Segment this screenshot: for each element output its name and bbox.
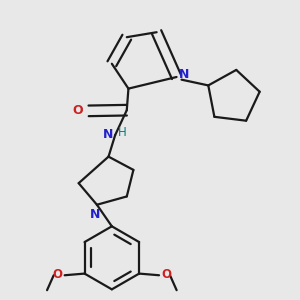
Text: N: N [103, 128, 113, 141]
Text: N: N [179, 68, 189, 81]
Text: N: N [90, 208, 101, 220]
Text: O: O [162, 268, 172, 281]
Text: O: O [52, 268, 62, 281]
Text: O: O [73, 104, 83, 117]
Text: H: H [118, 126, 127, 139]
